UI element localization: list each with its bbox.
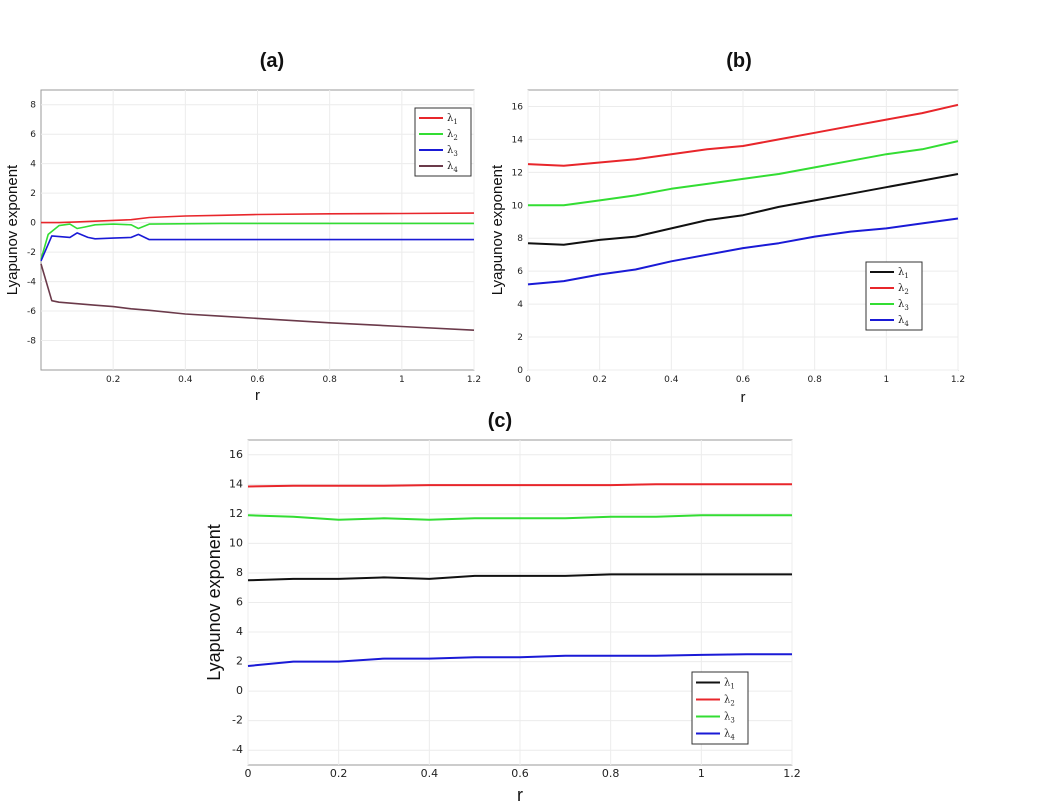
legend-label: λ1 — [724, 678, 735, 691]
legend-label: λ2 — [898, 283, 909, 296]
series-line-2 — [527, 103, 959, 167]
legend-label: λ4 — [447, 161, 458, 174]
panel-a-label: (a) — [259, 50, 285, 72]
x-tick-label: 0.2 — [593, 375, 607, 385]
y-tick-label: -6 — [27, 307, 36, 317]
y-axis-title: Lyapunov exponent — [489, 164, 506, 295]
x-tick-label: 0.4 — [421, 767, 439, 780]
x-tick-label: 0.8 — [808, 375, 823, 385]
x-axis-title: r — [255, 387, 260, 404]
panel-c-label: (c) — [487, 410, 513, 432]
x-axis-title: r — [517, 785, 523, 805]
x-tick-label: 0.8 — [602, 767, 620, 780]
series-line-3 — [528, 140, 959, 207]
series-line-1 — [527, 173, 959, 246]
y-tick-label: 4 — [30, 160, 36, 170]
y-tick-label: 14 — [229, 477, 243, 490]
y-tick-label: 0 — [30, 219, 36, 229]
legend-label: λ2 — [447, 129, 458, 142]
x-tick-label: 1.2 — [783, 767, 801, 780]
x-tick-label: 1.2 — [951, 375, 965, 385]
y-tick-label: -8 — [27, 337, 36, 347]
legend-box — [691, 671, 749, 745]
chart-2: 0 0.2 0.4 0.6 0.8 1 1.2 -4 -2 0 2 4 6 8 10 12 14 16 r Lyapu… — [204, 439, 801, 805]
y-tick-label: 2 — [30, 189, 36, 199]
y-tick-label: 4 — [517, 300, 523, 310]
legend-label: λ1 — [898, 267, 909, 280]
series-line-2 — [247, 483, 792, 488]
y-tick-label: 6 — [236, 596, 243, 609]
y-tick-label: 4 — [236, 625, 243, 638]
y-tick-label: -2 — [232, 714, 243, 727]
series-line-1 — [41, 212, 475, 224]
x-tick-label: 1 — [883, 375, 889, 385]
y-tick-label: -4 — [232, 743, 243, 756]
y-tick-label: 6 — [30, 130, 36, 140]
x-tick-label: 0.4 — [664, 375, 679, 385]
x-tick-label: 0.2 — [330, 767, 348, 780]
y-tick-label: 14 — [512, 135, 524, 145]
y-tick-label: 2 — [517, 333, 523, 343]
y-tick-label: 16 — [512, 102, 524, 112]
y-tick-label: 12 — [512, 168, 523, 178]
y-tick-label: 8 — [236, 566, 243, 579]
x-tick-label: 0.4 — [178, 375, 193, 385]
x-tick-label: 0.6 — [511, 767, 529, 780]
chart-1: 0 0.2 0.4 0.6 0.8 1 1.2 0 2 4 6 8 10 12 14 16 r Lyapunov … — [489, 89, 965, 406]
x-tick-label: 0.8 — [323, 375, 338, 385]
y-tick-label: 0 — [517, 366, 523, 376]
legend-label: λ2 — [724, 695, 735, 708]
x-tick-label: 0 — [525, 375, 531, 385]
y-tick-label: 8 — [517, 234, 523, 244]
panel-b-label: (b) — [726, 50, 752, 72]
y-axis-title: Lyapunov exponent — [204, 524, 224, 680]
x-tick-label: 1 — [698, 767, 705, 780]
y-tick-label: 16 — [229, 448, 243, 461]
series-line-1 — [247, 573, 792, 582]
series-line-3 — [247, 514, 792, 521]
x-tick-label: 0.2 — [106, 375, 120, 385]
legend-label: λ3 — [447, 145, 458, 158]
legend-label: λ3 — [724, 712, 735, 725]
y-tick-label: 12 — [229, 507, 243, 520]
series-line-4 — [40, 263, 475, 331]
series-line-4 — [527, 217, 959, 286]
legend-label: λ3 — [898, 299, 909, 312]
series-line-2 — [40, 222, 474, 260]
y-tick-label: 2 — [236, 655, 243, 668]
y-tick-label: 0 — [236, 684, 243, 697]
legend-label: λ1 — [447, 113, 458, 126]
y-tick-label: 8 — [30, 101, 36, 111]
y-tick-label: 10 — [229, 536, 243, 549]
legend-box — [865, 261, 923, 331]
series-line-4 — [247, 653, 792, 667]
x-tick-label: 0 — [245, 767, 252, 780]
legend-label: λ4 — [724, 729, 735, 742]
x-tick-label: 0.6 — [250, 375, 265, 385]
x-axis-title: r — [741, 389, 746, 406]
series-line-3 — [40, 232, 474, 262]
y-tick-label: -4 — [27, 278, 36, 288]
x-tick-label: 1 — [399, 375, 405, 385]
x-tick-label: 1.2 — [467, 375, 481, 385]
x-tick-label: 0.6 — [736, 375, 751, 385]
legend-box — [414, 107, 472, 177]
y-tick-label: 6 — [517, 267, 523, 277]
y-tick-label: -2 — [27, 248, 36, 258]
y-tick-label: 10 — [512, 201, 524, 211]
legend-label: λ4 — [898, 315, 909, 328]
y-axis-title: Lyapunov exponent — [4, 164, 21, 295]
chart-0: 0.2 0.4 0.6 0.8 1 1.2 -8 -6 -4 -2 0 2 4 6 8 r Lyapunov e… — [4, 89, 481, 404]
